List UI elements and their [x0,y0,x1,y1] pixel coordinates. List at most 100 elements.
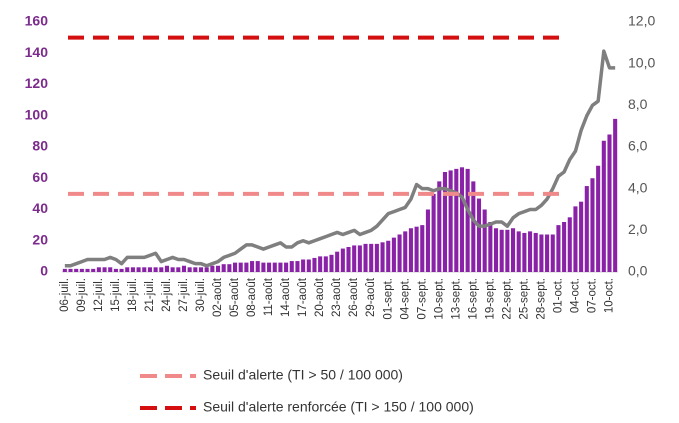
bar [164,265,170,272]
bar [471,181,476,272]
bar [493,228,499,272]
bar [482,209,487,272]
bar [323,256,328,272]
bar [397,234,402,272]
bar [420,225,425,272]
bar [244,262,249,272]
bar [340,248,345,272]
x-tick-label: 07-oct. [587,278,599,313]
x-tick-label: 18-juil. [127,278,139,312]
bar [448,170,453,272]
bar [119,268,124,272]
y2-tick-label: 4,0 [628,179,648,195]
bar [187,267,192,272]
bar [488,222,493,272]
x-tick-label: 29-août [365,277,377,317]
x-tick-label: 24-juil. [161,278,173,312]
x-tick-label: 27-juil. [178,278,190,312]
bar [596,165,601,272]
x-tick-label: 05-août [229,277,241,317]
x-tick-label: 15-juil. [110,278,122,312]
x-tick-label: 10-oct. [604,278,616,313]
bar [159,267,164,272]
bar [153,267,158,272]
bar [539,234,544,272]
bar [556,225,561,272]
bar [408,228,413,272]
x-tick-label: 23-août [331,277,343,317]
y2-tick-label: 8,0 [628,96,648,112]
bar [584,186,589,272]
bar [386,240,391,272]
bar [516,231,521,272]
bar [579,201,584,272]
bar [267,262,272,272]
bar [238,262,243,272]
bar [533,232,538,272]
bar [346,247,351,272]
y-tick-label: 100 [25,106,49,122]
bar [363,243,368,272]
legend-label: Seuil d'alerte renforcée (TI > 150 / 100… [203,399,474,415]
bar [193,267,198,272]
bar [181,265,187,272]
bar [357,245,362,272]
bar [312,257,317,272]
x-tick-label: 01-sept. [382,278,394,320]
x-tick-label: 25-sept. [518,278,530,320]
bar [306,259,311,272]
bar [459,167,465,272]
bar [278,262,283,272]
x-tick-label: 21-juil. [144,278,156,312]
x-tick-label: 30-juil. [195,278,207,312]
bar [91,268,96,272]
bar [232,262,238,272]
x-tick-label: 14-août [280,277,292,317]
x-tick-label: 04-oct. [569,278,581,313]
bar [289,261,294,272]
bar [510,228,516,272]
bar [204,267,209,272]
bar [318,256,323,272]
x-tick-label: 01-oct. [552,278,564,313]
bar [227,264,232,272]
bar [301,259,306,272]
bar [442,172,448,272]
bar [96,267,101,272]
bar [136,267,141,272]
x-tick-label: 08-août [246,277,258,317]
bar [352,245,357,272]
bar [329,254,334,272]
bar [210,265,215,272]
bar [499,229,504,272]
bar [74,268,79,272]
bar [125,267,130,272]
bar [391,237,396,272]
y2-tick-label: 6,0 [628,138,648,154]
bar [613,118,618,272]
bar [601,140,606,272]
bar [261,262,266,272]
x-tick-label: 20-août [314,277,326,317]
bar [567,217,572,272]
x-tick-label: 10-sept. [433,278,445,320]
bar [550,234,555,272]
x-tick-label: 16-sept. [467,278,479,320]
x-tick-label: 28-sept. [535,278,547,320]
bar [221,264,226,272]
y2-tick-label: 2,0 [628,221,648,237]
y-tick-label: 160 [25,13,49,29]
x-tick-label: 09-juil. [76,278,88,312]
bar [250,261,255,272]
bar [108,267,113,272]
bar [198,267,204,272]
bar [380,242,385,272]
x-tick-label: 17-août [297,277,309,317]
bar [284,262,289,272]
bar [573,206,578,272]
bar [130,267,135,272]
x-tick-label: 12-juil. [93,278,105,312]
bar [147,267,152,272]
bar [113,268,118,272]
